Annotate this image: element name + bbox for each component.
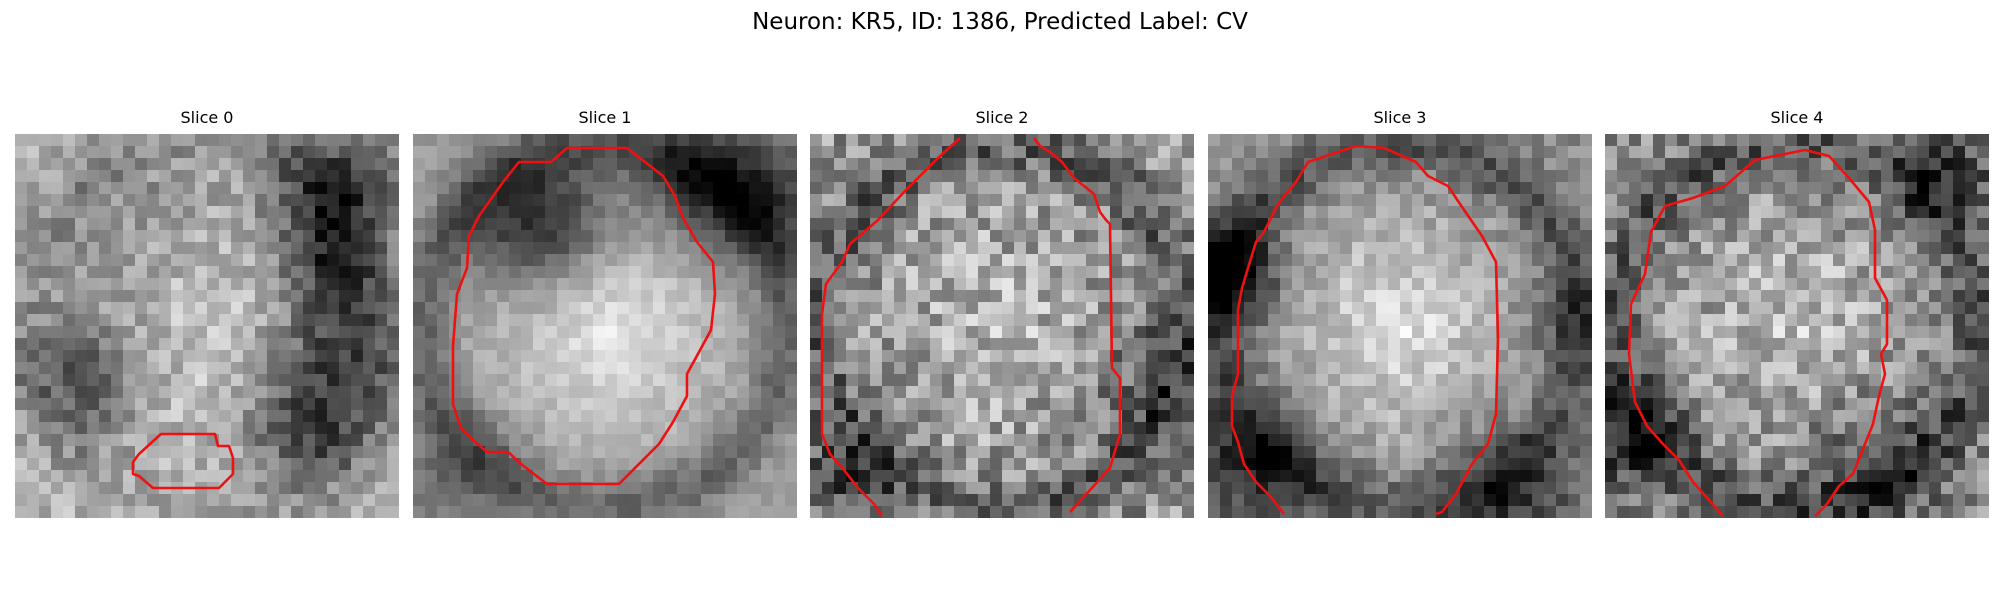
slice-panel-2: Slice 2 [810,108,1194,518]
slice-panel-4: Slice 4 [1605,108,1989,518]
slice-title-0: Slice 0 [180,108,234,127]
pixel-grid [15,134,399,518]
pixel-grid [1605,134,1989,518]
roi-contour-line [1032,137,1122,513]
slice-image-0 [15,134,399,518]
pixel-grid [413,134,797,518]
pixel-grid [810,134,1194,518]
pixel-grid [1208,134,1592,518]
slice-image-1 [413,134,797,518]
roi-contour-line [1664,148,1889,517]
roi-contour-line [451,146,717,486]
figure-title: Neuron: KR5, ID: 1386, Predicted Label: … [752,9,1248,35]
slice-title-2: Slice 2 [975,108,1029,127]
slice-image-3 [1208,134,1592,518]
roi-contour-line [1627,205,1724,517]
slice-image-2 [810,134,1194,518]
slice-title-1: Slice 1 [578,108,632,127]
roi-contour-line [1307,144,1500,516]
slice-panel-1: Slice 1 [413,108,797,518]
roi-contour-line [820,137,961,315]
roi-contour-line [131,432,235,490]
slice-image-4 [1605,134,1989,518]
slice-panel-0: Slice 0 [15,108,399,518]
roi-contour-line [1230,161,1310,515]
slice-panel-3: Slice 3 [1208,108,1592,518]
slice-title-4: Slice 4 [1770,108,1824,127]
roi-contour-line [820,314,884,517]
slice-title-3: Slice 3 [1373,108,1427,127]
